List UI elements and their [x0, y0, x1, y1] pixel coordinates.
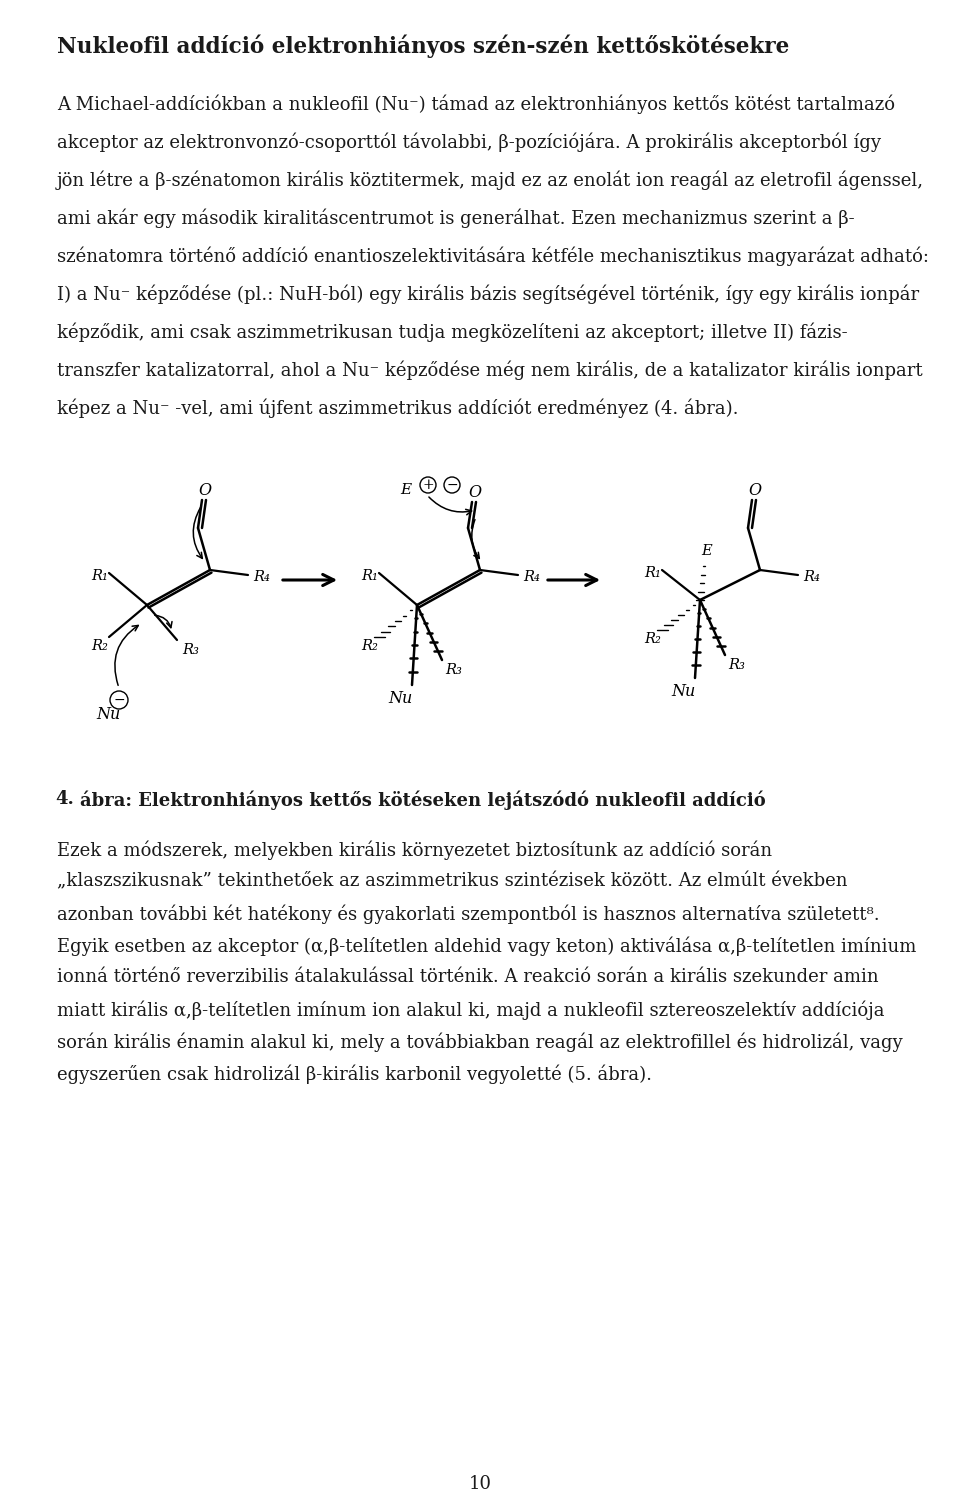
Text: során királis énamin alakul ki, mely a továbbiakban reagál az elektrofillel és h: során királis énamin alakul ki, mely a t…	[57, 1032, 902, 1052]
Text: 4.: 4.	[55, 791, 74, 807]
Text: E: E	[702, 545, 712, 558]
Text: Egyik esetben az akceptor (α,β-telítetlen aldehid vagy keton) aktiválása α,β-tel: Egyik esetben az akceptor (α,β-telítetle…	[57, 936, 917, 955]
Text: A Michael-addíciókban a nukleofil (Nu⁻) támad az elektronhiányos kettős kötést t: A Michael-addíciókban a nukleofil (Nu⁻) …	[57, 95, 895, 115]
Text: R₂: R₂	[91, 638, 108, 653]
Text: +: +	[422, 478, 434, 492]
Text: szénatomra történő addíció enantioszelektivitására kétféle mechanisztikus magyar: szénatomra történő addíció enantioszelek…	[57, 247, 929, 267]
Text: transzfer katalizatorral, ahol a Nu⁻ képződése még nem királis, de a katalizator: transzfer katalizatorral, ahol a Nu⁻ kép…	[57, 361, 923, 380]
Text: R₁: R₁	[361, 569, 378, 582]
Text: „klaszszikusnak” tekinthetőek az aszimmetrikus szintézisek között. Az elmúlt éve: „klaszszikusnak” tekinthetőek az aszimme…	[57, 872, 848, 890]
Text: R₄: R₄	[803, 570, 820, 584]
Text: képződik, ami csak aszimmetrikusan tudja megközelíteni az akceptort; illetve II): képződik, ami csak aszimmetrikusan tudja…	[57, 323, 848, 343]
Text: R₂: R₂	[644, 632, 660, 646]
Text: R₃: R₃	[182, 643, 199, 656]
Text: 10: 10	[468, 1474, 492, 1492]
Text: Nu: Nu	[388, 690, 412, 708]
Text: Nukleofil addíció elektronhiányos szén-szén kettőskötésekre: Nukleofil addíció elektronhiányos szén-s…	[57, 35, 789, 59]
Text: miatt királis α,β-telítetlen imínum ion alakul ki, majd a nukleofil sztereoszele: miatt királis α,β-telítetlen imínum ion …	[57, 1000, 884, 1020]
Text: R₄: R₄	[253, 570, 270, 584]
Text: R₁: R₁	[644, 566, 660, 579]
Text: O: O	[468, 484, 482, 501]
Text: R₂: R₂	[361, 638, 378, 653]
Text: ami akár egy második kiralitáscentrumot is generálhat. Ezen mechanizmus szerint : ami akár egy második kiralitáscentrumot …	[57, 210, 854, 228]
Text: −: −	[446, 478, 458, 492]
Text: ionná történő reverzibilis átalakulással történik. A reakció során a királis sze: ionná történő reverzibilis átalakulással…	[57, 967, 878, 985]
Text: O: O	[199, 481, 211, 499]
Text: R₄: R₄	[523, 570, 540, 584]
Text: E: E	[400, 483, 411, 496]
Text: O: O	[749, 481, 761, 499]
Text: R₃: R₃	[728, 658, 745, 672]
Text: akceptor az elektronvonzó-csoporttól távolabbi, β-pozíciójára. A prokirális akce: akceptor az elektronvonzó-csoporttól táv…	[57, 133, 881, 152]
Text: egyszerűen csak hidrolizál β-királis karbonil vegyoletté (5. ábra).: egyszerűen csak hidrolizál β-királis kar…	[57, 1064, 652, 1083]
Text: azonban további két hatékony és gyakorlati szempontból is hasznos alternatíva sz: azonban további két hatékony és gyakorla…	[57, 904, 879, 924]
Text: képez a Nu⁻ -vel, ami újfent aszimmetrikus addíciót eredményez (4. ábra).: képez a Nu⁻ -vel, ami újfent aszimmetrik…	[57, 398, 738, 418]
Text: Nu: Nu	[671, 684, 695, 700]
Text: −: −	[113, 693, 125, 708]
Text: R₁: R₁	[91, 569, 108, 582]
Text: I) a Nu⁻ képződése (pl.: NuH-ból) egy királis bázis segítségével történik, így e: I) a Nu⁻ képződése (pl.: NuH-ból) egy ki…	[57, 285, 919, 305]
Text: R₃: R₃	[445, 662, 462, 678]
Text: Ezek a módszerek, melyekben királis környezetet biztosítunk az addíció során: Ezek a módszerek, melyekben királis körn…	[57, 841, 772, 860]
Text: Nu: Nu	[96, 706, 120, 723]
Text: jön létre a β-szénatomon királis köztitermek, majd ez az enolát ion reagál az el: jön létre a β-szénatomon királis köztite…	[57, 171, 924, 190]
Text: ábra: Elektronhiányos kettős kötéseken lejátszódó nukleofil addíció: ábra: Elektronhiányos kettős kötéseken l…	[80, 791, 766, 809]
